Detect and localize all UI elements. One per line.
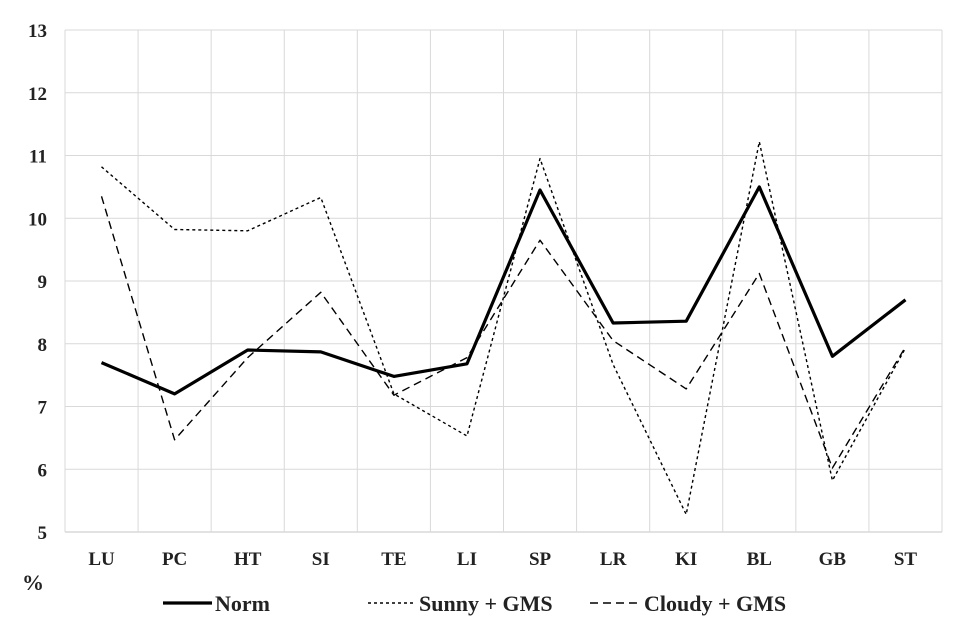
x-tick-label: LU (88, 549, 115, 570)
x-tick-label: HT (234, 549, 262, 570)
series-line-norm (100, 185, 907, 396)
legend-label: Norm (215, 591, 270, 616)
y-tick-label: 12 (28, 84, 47, 105)
y-tick-label: 7 (38, 398, 48, 419)
series-lines (100, 140, 907, 516)
y-tick-label: 13 (28, 21, 47, 42)
x-tick-label: GB (819, 549, 847, 570)
x-tick-label: LR (600, 549, 627, 570)
y-tick-label: 10 (28, 209, 47, 230)
x-tick-label: TE (381, 549, 406, 570)
x-tick-label: SI (312, 549, 330, 570)
x-tick-labels: LU PC HT SI TE LI SP LR KI BL GB ST (88, 549, 917, 570)
x-tick-label: KI (675, 549, 697, 570)
x-tick-label: LI (457, 549, 477, 570)
legend: Norm Sunny + GMS Cloudy + GMS (163, 591, 786, 616)
y-tick-labels: 5 6 7 8 9 10 11 12 13 (28, 21, 48, 544)
y-tick-label: 11 (29, 147, 47, 168)
y-tick-label: 6 (38, 460, 48, 481)
y-tick-label: 5 (38, 523, 48, 544)
y-tick-label: 9 (38, 272, 48, 293)
legend-label: Cloudy + GMS (644, 591, 786, 616)
series-line-cloudy-gms (100, 196, 907, 469)
legend-label: Sunny + GMS (419, 591, 553, 616)
x-tick-label: BL (747, 549, 772, 570)
y-axis-unit-label: % (22, 570, 44, 595)
series-line-sunny-gms (101, 140, 907, 516)
y-tick-label: 8 (38, 335, 48, 356)
x-tick-label: ST (894, 549, 918, 570)
x-tick-label: SP (529, 549, 552, 570)
x-tick-label: PC (162, 549, 187, 570)
